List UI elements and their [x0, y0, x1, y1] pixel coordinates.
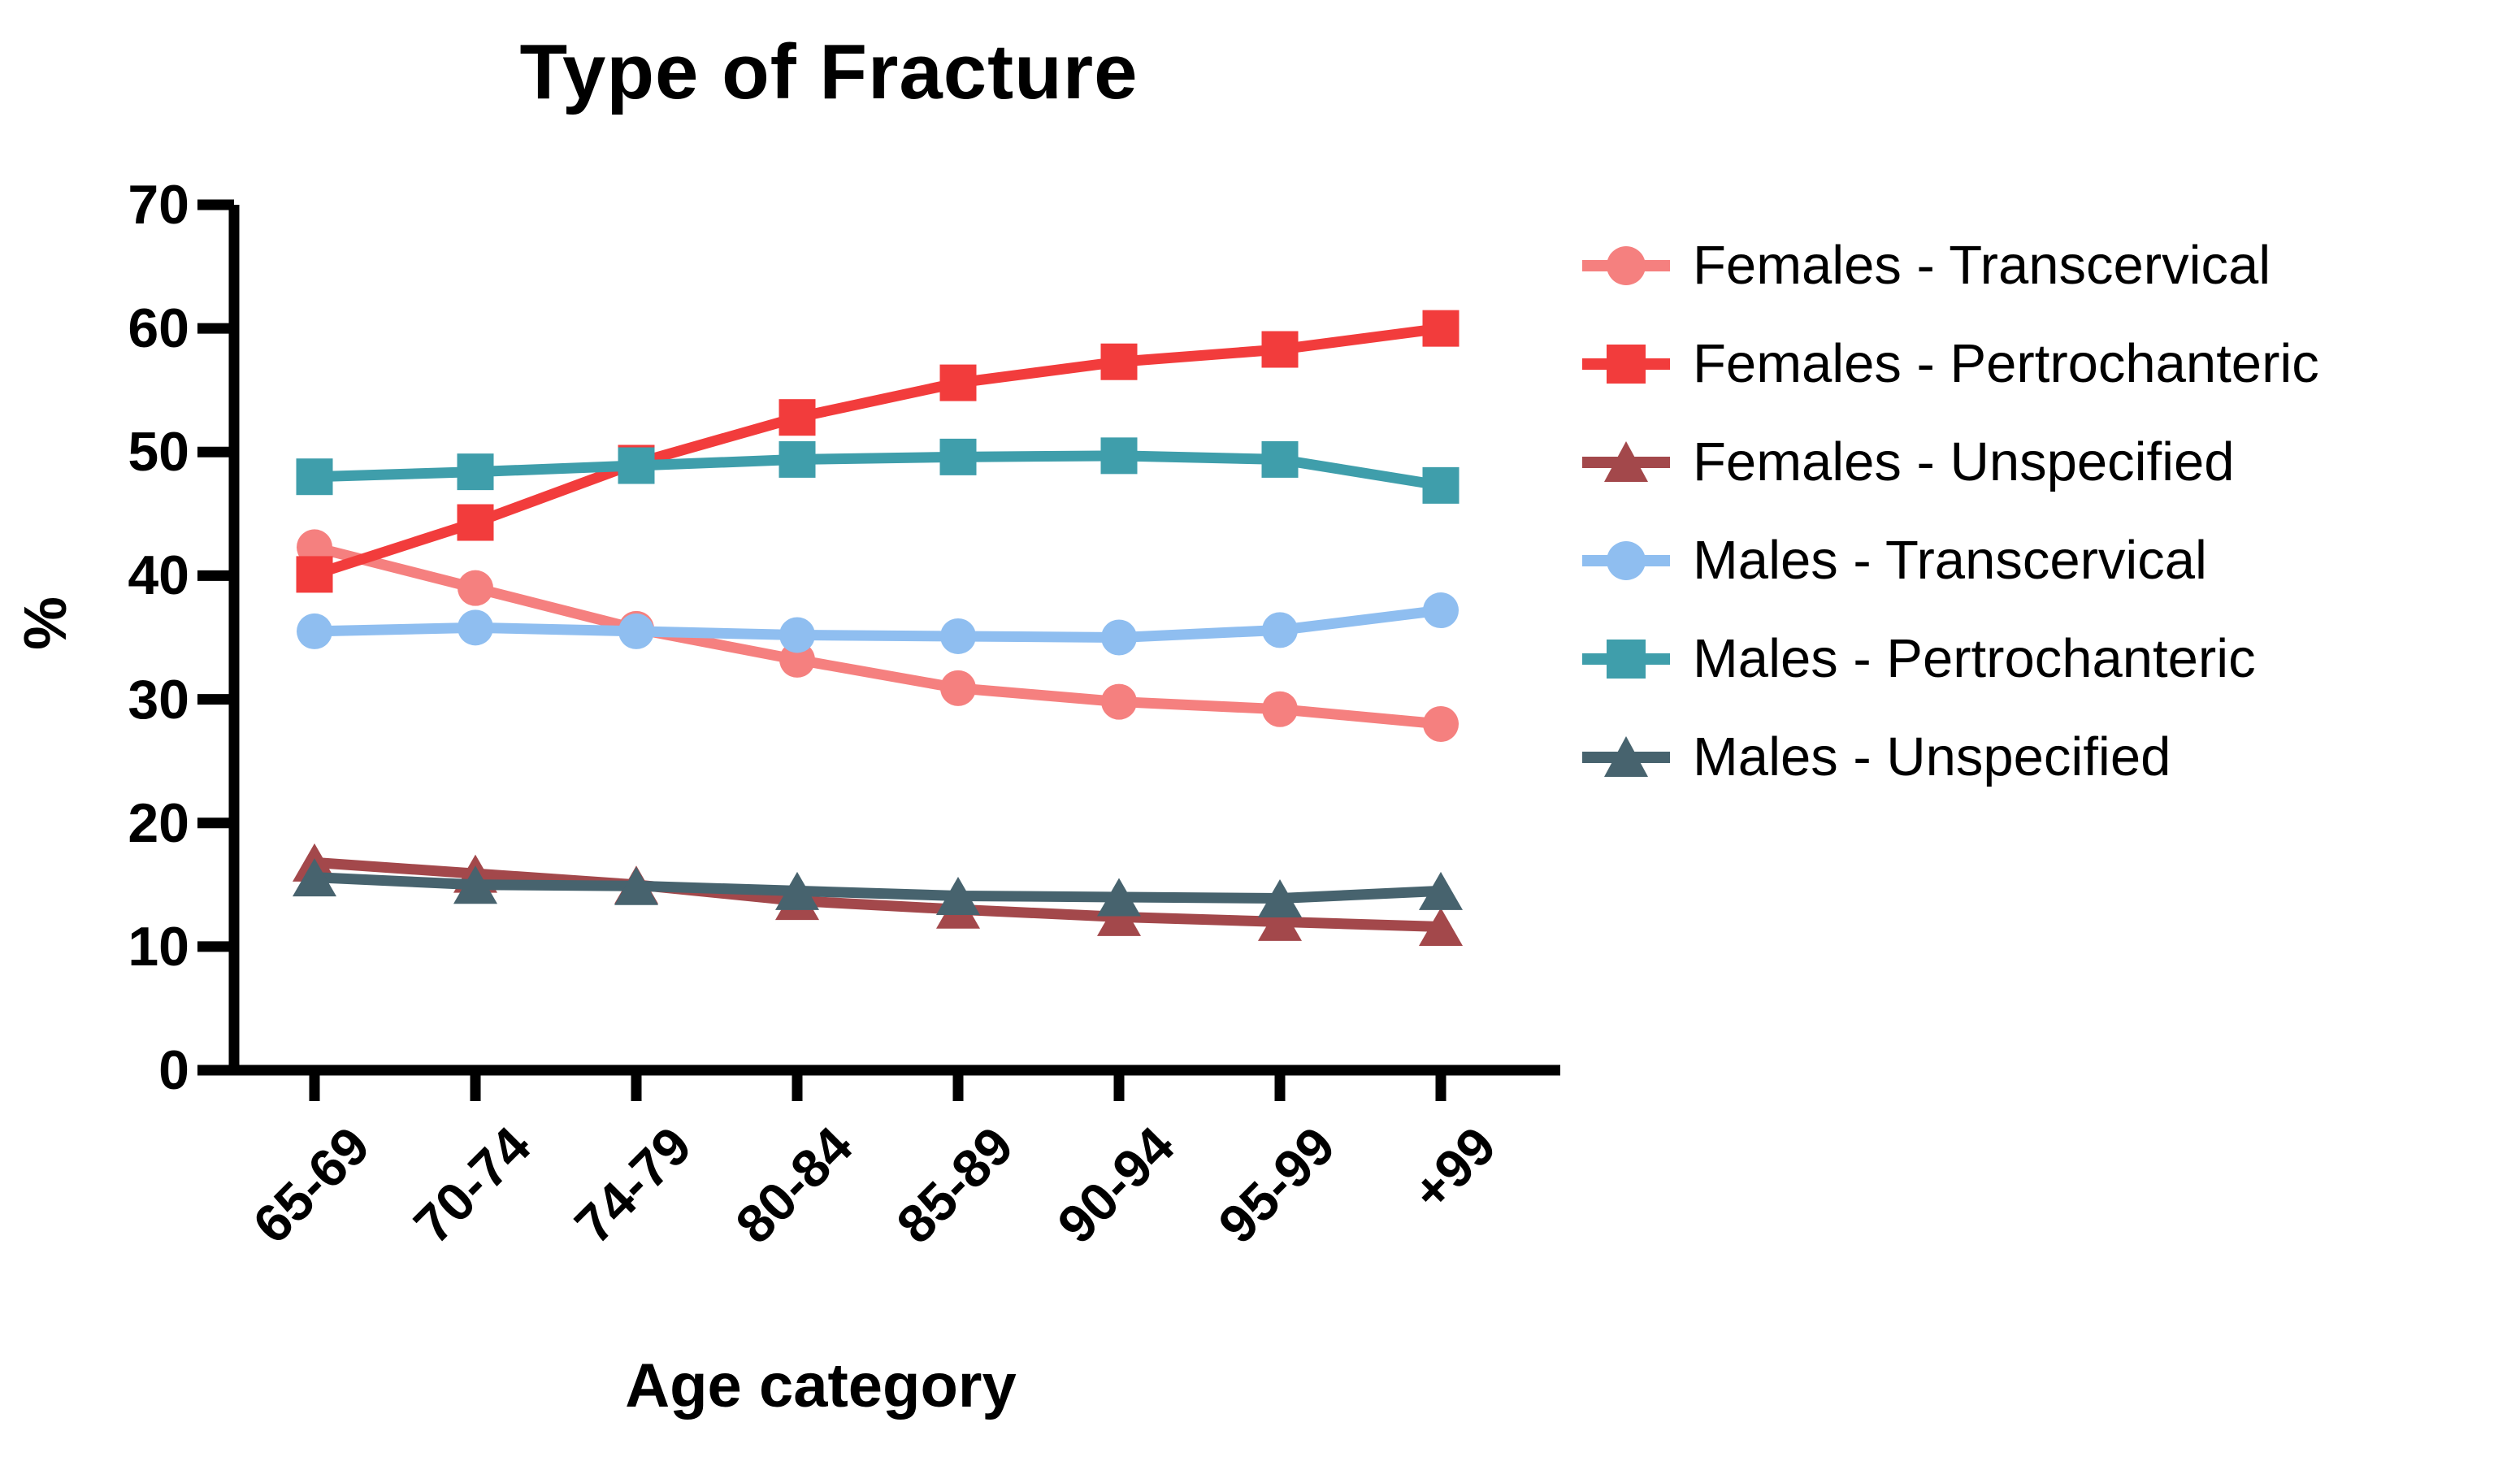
- legend-label: Males - Pertrochanteric: [1693, 628, 2256, 689]
- data-point: [1419, 908, 1463, 947]
- series-line-males-transcervical: [314, 605, 1442, 643]
- data-point: [779, 399, 816, 436]
- data-point: [1097, 878, 1141, 917]
- legend-marker-square-icon: [1582, 344, 1670, 384]
- data-point: [457, 504, 494, 541]
- legend-marker-triangle-icon: [1582, 735, 1670, 777]
- series-line-females-transcervical: [313, 542, 1442, 730]
- legend-row: Females - Pertrochanteric: [1581, 314, 2319, 413]
- y-tick-label: 60: [128, 297, 189, 360]
- legend-label: Females - Transcervical: [1693, 235, 2271, 296]
- x-axis-title: Age category: [625, 1351, 1017, 1420]
- data-point: [453, 865, 497, 904]
- legend-marker-circle-icon: [1582, 245, 1670, 285]
- data-point: [297, 613, 332, 649]
- series-line-males-pertrochanteric: [314, 450, 1442, 491]
- series-males-unspecified: [293, 858, 1463, 918]
- series-males-transcervical: [297, 592, 1459, 656]
- data-point: [293, 858, 336, 897]
- data-point: [1261, 440, 1299, 478]
- legend-row: Females - Transcervical: [1581, 216, 2319, 314]
- y-tick-label: 70: [128, 174, 189, 236]
- legend-label: Males - Transcervical: [1693, 530, 2207, 591]
- data-point: [296, 458, 333, 496]
- chart-title: Type of Fracture: [519, 28, 1139, 115]
- y-tick-label: 50: [128, 421, 189, 483]
- legend-row: Males - Unspecified: [1581, 708, 2319, 806]
- series-line-females-pertrochanteric: [313, 323, 1442, 580]
- legend-marker-square-icon: [1582, 639, 1670, 679]
- data-point: [1258, 879, 1302, 918]
- data-point: [296, 556, 333, 593]
- data-point: [618, 447, 655, 484]
- data-point: [457, 453, 494, 491]
- legend-row: Females - Unspecified: [1581, 413, 2319, 511]
- data-point: [614, 866, 658, 905]
- data-point: [1100, 437, 1138, 475]
- series-males-pertrochanteric: [296, 437, 1460, 504]
- data-point: [936, 876, 980, 915]
- data-point: [779, 617, 815, 653]
- data-point: [940, 670, 976, 706]
- y-tick-label: 0: [158, 1039, 189, 1101]
- data-point: [458, 570, 493, 606]
- y-tick-label: 40: [128, 544, 189, 607]
- legend-marker-circle-icon: [1582, 540, 1670, 580]
- data-point: [1100, 343, 1138, 380]
- data-point: [1422, 310, 1460, 347]
- series-line-females-unspecified: [314, 856, 1442, 933]
- y-tick-label: 10: [128, 915, 189, 978]
- data-point: [1101, 683, 1137, 720]
- series-line-males-unspecified: [314, 872, 1442, 904]
- data-point: [939, 438, 977, 475]
- y-tick-label: 30: [128, 668, 189, 731]
- data-point: [1101, 619, 1137, 656]
- legend-marker-triangle-icon: [1582, 440, 1670, 482]
- data-point: [458, 609, 493, 646]
- data-point: [1423, 592, 1459, 629]
- legend-row: Males - Pertrochanteric: [1581, 609, 2319, 708]
- data-point: [775, 871, 819, 910]
- data-point: [940, 618, 976, 654]
- legend-label: Males - Unspecified: [1693, 726, 2171, 787]
- data-point: [1261, 331, 1299, 368]
- legend-row: Males - Transcervical: [1581, 511, 2319, 609]
- data-point: [779, 440, 816, 478]
- legend-label: Females - Unspecified: [1693, 431, 2235, 492]
- data-point: [779, 641, 815, 678]
- data-point: [939, 364, 977, 401]
- data-point: [1419, 871, 1463, 910]
- data-point: [1262, 691, 1298, 727]
- data-point: [1422, 466, 1460, 504]
- data-point: [1258, 902, 1302, 941]
- data-point: [618, 613, 654, 649]
- legend-label: Females - Pertrochanteric: [1693, 333, 2319, 394]
- data-point: [1262, 612, 1298, 648]
- y-tick-label: 20: [128, 791, 189, 854]
- data-point: [1423, 706, 1459, 742]
- data-point: [1097, 897, 1141, 936]
- chart-legend: Females - Transcervical Females - Pertroc…: [1581, 216, 2319, 806]
